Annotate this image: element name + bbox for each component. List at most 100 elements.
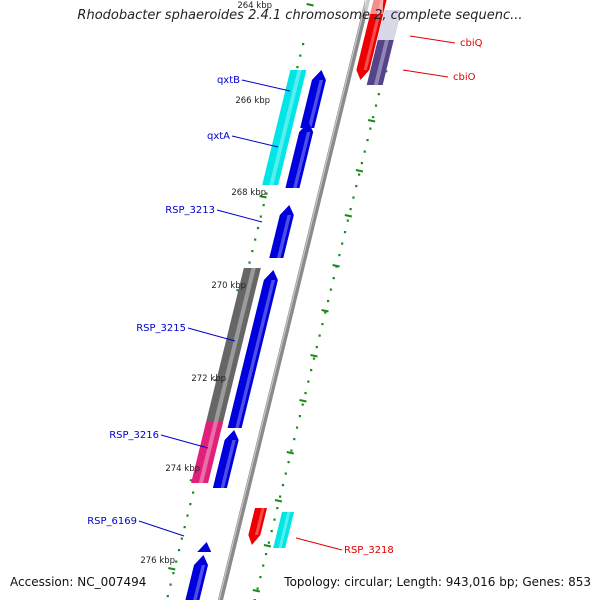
tick-minor [332,277,335,280]
tick-minor [307,380,310,383]
RSP_3215-arrow [227,270,278,428]
tick-major [310,354,318,358]
gene-leader-line [187,327,236,342]
tick-minor [366,139,369,142]
tick-minor [273,518,276,521]
tick-minor [169,583,172,586]
tick-minor [262,204,265,207]
gene-label: RSP_3216 [109,430,159,441]
tick-minor [357,173,361,176]
tick-minor [304,392,307,395]
gene-leader-line [402,69,449,78]
tick-minor [267,541,270,544]
tick-label: 264 kbp [237,1,272,11]
chromosome-backbone-highlight [217,0,367,604]
tick-minor [301,403,304,406]
tick-label: 270 kbp [211,281,246,291]
tick-major [344,214,353,218]
tick-minor [276,507,279,510]
tick-minor [318,334,321,337]
tick-minor [180,537,183,540]
tick-minor [299,54,302,57]
gene-arrows [184,0,387,604]
tick-minor [296,66,299,69]
cyan-track-small [273,512,295,548]
tick-minor [281,484,285,487]
gene-leader-line [160,434,209,449]
RSP_3218-arrow [248,508,267,545]
feature-tracks [191,10,402,548]
tick-minor [363,150,366,153]
qxtB-arrow [300,70,326,128]
tick-minor [186,514,189,517]
tick-major [286,451,294,455]
tick-major [332,264,340,268]
tick-major [306,3,314,7]
tick-minor [352,196,355,199]
gene-leader-line [231,135,279,148]
gene-label: RSP_6169 [87,516,137,527]
tick-label: 274 kbp [165,464,200,474]
downstream-gene-arrow [184,555,209,604]
tick-minor [355,185,358,188]
RSP_6169-arrow [197,542,212,552]
gene-label: cbiQ [460,38,483,49]
gray-track-shine [212,268,256,428]
summary-text: Topology: circular; Length: 943,016 bp; … [284,575,591,589]
gene-label: RSP_3218 [344,545,394,556]
tick-minor [349,208,352,211]
tick-minor [321,323,324,326]
qxtA-arrow-shine [293,132,311,188]
tick-minor [251,250,254,253]
tick-label: 276 kbp [140,556,175,566]
tick-minor [329,288,332,291]
cyan-track [262,70,307,185]
tick-minor [346,219,349,222]
cyan-track-shine [269,70,302,185]
gene-leader-line [409,35,456,44]
gray-track [204,268,261,428]
tick-minor [295,426,299,429]
pink-track [191,422,224,483]
tick-minor [293,438,296,441]
tick-minor [374,104,378,107]
gene-label: cbiO [453,72,476,83]
tick-minor [287,461,290,464]
tick-minor [256,587,259,590]
tick-minor [279,495,282,498]
gene-label: qxtA [207,131,230,142]
tick-minor [338,254,341,257]
purple-track-fade [377,10,402,40]
tick-minor [372,116,375,119]
gene-label: RSP_3213 [165,205,215,216]
RSP_3216-arrow [212,430,239,488]
tick-minor [254,238,257,241]
tick-minor [302,43,305,46]
qxtA-arrow [285,122,314,188]
chart-title: Rhodobacter sphaeroides 2.4.1 chromosome… [77,8,523,23]
tick-major [263,544,272,548]
tick-minor [189,503,192,506]
tick-minor [298,415,301,418]
cyan-track-small-shine [278,512,291,548]
pink-track-shine [198,422,218,483]
qxtB-arrow-shine [307,80,324,128]
gene-label: qxtB [217,75,240,86]
tick-minor [264,553,268,556]
tick-label: 266 kbp [235,96,270,106]
gene-leader-line [216,209,263,223]
RSP_3213-arrow [269,205,294,258]
RSP_3215-arrow-shine [235,280,276,428]
tick-minor [324,311,327,314]
tick-major [259,195,267,199]
tick-minor [175,560,178,563]
tick-major [168,567,176,571]
tick-minor [177,549,181,552]
RSP_3216-arrow-shine [220,440,236,488]
tick-marks-outer [252,17,401,602]
tick-minor [265,192,268,195]
tick-minor [256,227,260,230]
tick-minor [166,595,169,598]
tick-minor [343,231,347,234]
